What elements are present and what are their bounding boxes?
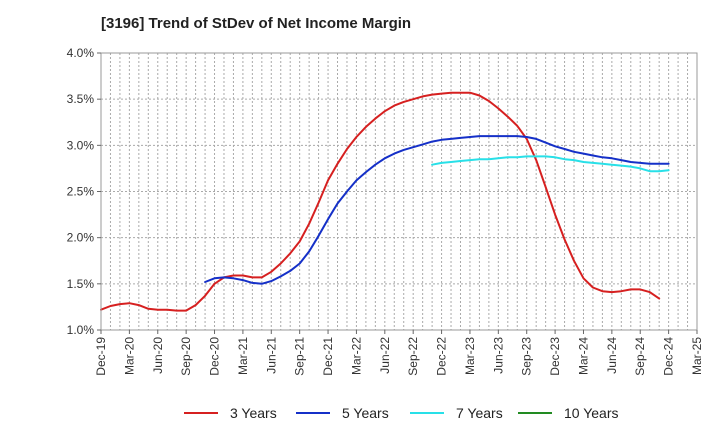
x-tick-label: Jun-24 <box>605 337 619 374</box>
x-tick-label: Dec-19 <box>94 337 108 376</box>
legend-item-5-years: 5 Years <box>296 405 389 421</box>
horizontal-grid <box>101 98 697 285</box>
y-tick-label: 2.0% <box>67 231 95 245</box>
x-tick-label: Mar-21 <box>236 337 250 375</box>
legend: 3 Years 5 Years 7 Years 10 Years <box>0 405 720 425</box>
x-tick-label: Dec-22 <box>435 337 449 376</box>
x-tick-label: Dec-24 <box>662 337 676 376</box>
x-axis-ticks: Dec-19 Mar-20 Jun-20 Sep-20 Dec-20 Mar-21 Jun-… <box>94 330 704 376</box>
legend-label-10-years: 10 Years <box>564 405 619 421</box>
legend-label-7-years: 7 Years <box>456 405 503 421</box>
chart-title: [3196] Trend of StDev of Net Income Marg… <box>101 15 412 32</box>
legend-item-7-years: 7 Years <box>410 405 503 421</box>
series-line-5-years <box>204 135 670 285</box>
y-tick-label: 1.0% <box>67 323 95 337</box>
x-tick-label: Dec-23 <box>548 337 562 376</box>
y-tick-label: 4.0% <box>67 46 95 60</box>
x-tick-label: Dec-20 <box>208 337 222 376</box>
legend-item-10-years: 10 Years <box>518 405 619 421</box>
x-tick-label: Mar-24 <box>576 337 590 375</box>
x-tick-label: Sep-24 <box>633 337 647 376</box>
x-tick-label: Mar-23 <box>463 337 477 375</box>
x-tick-label: Sep-22 <box>406 337 420 376</box>
x-tick-label: Sep-20 <box>179 337 193 376</box>
legend-swatch-5-years <box>296 412 330 414</box>
x-tick-label: Mar-25 <box>690 337 704 375</box>
x-tick-label: Sep-23 <box>520 337 534 376</box>
x-tick-label: Jun-20 <box>151 337 165 374</box>
y-tick-label: 2.5% <box>67 185 95 199</box>
legend-swatch-10-years <box>518 412 552 414</box>
legend-swatch-3-years <box>184 412 218 414</box>
x-tick-label: Jun-23 <box>491 337 505 374</box>
y-tick-label: 3.5% <box>67 92 95 106</box>
x-tick-label: Sep-21 <box>293 337 307 376</box>
series-lines <box>100 91 670 312</box>
x-tick-label: Jun-22 <box>378 337 392 374</box>
x-tick-label: Jun-21 <box>264 337 278 374</box>
x-tick-label: Mar-22 <box>349 337 363 375</box>
y-tick-label: 3.0% <box>67 138 95 152</box>
x-tick-label: Dec-21 <box>321 337 335 376</box>
series-line-7-years <box>431 155 670 173</box>
series-line-3-years <box>100 91 661 312</box>
legend-label-3-years: 3 Years <box>230 405 277 421</box>
legend-swatch-7-years <box>410 412 444 414</box>
y-tick-label: 1.5% <box>67 277 95 291</box>
x-tick-label: Mar-20 <box>122 337 136 375</box>
legend-item-3-years: 3 Years <box>184 405 277 421</box>
y-axis-ticks: 1.0% 1.5% 2.0% 2.5% 3.0% 3.5% 4.0% <box>67 46 101 337</box>
legend-label-5-years: 5 Years <box>342 405 389 421</box>
